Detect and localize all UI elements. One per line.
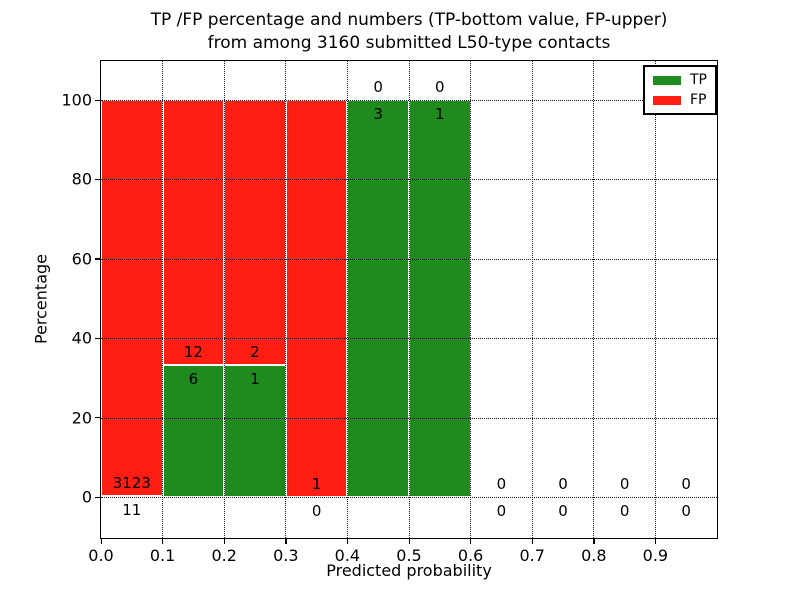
bar-segment-fp — [224, 100, 286, 365]
gridline-horizontal — [101, 497, 717, 498]
chart-title-line2: from among 3160 submitted L50-type conta… — [207, 33, 611, 53]
y-axis-tick — [95, 496, 100, 498]
legend-row: TP — [653, 73, 707, 87]
x-tick-label: 0.4 — [334, 546, 361, 565]
bar-count-label-fp: 0 — [435, 78, 445, 96]
x-axis-label: Predicted probability — [326, 561, 492, 580]
bar-count-label-fp: 0 — [558, 475, 568, 493]
bar-count-label-fp: 2 — [250, 342, 260, 361]
gridline-horizontal — [101, 417, 717, 419]
chart-title: TP /FP percentage and numbers (TP-bottom… — [100, 9, 718, 55]
bar-count-label-fp: 0 — [496, 475, 507, 493]
gridline-vertical — [593, 61, 595, 538]
bar-count-label-fp: 1 — [311, 475, 322, 493]
gridline-vertical — [531, 61, 533, 538]
gridline-horizontal — [101, 100, 717, 101]
y-axis-tick — [95, 417, 100, 419]
y-tick-label: 60 — [71, 249, 92, 269]
y-tick-label: 80 — [71, 169, 92, 189]
bar-segment-fp — [162, 100, 225, 365]
gridline-vertical — [162, 61, 164, 538]
x-axis-tick — [531, 539, 534, 544]
legend: TP FP — [643, 65, 717, 115]
x-tick-label: 0.0 — [88, 546, 114, 565]
bar-count-label-fp: 0 — [373, 78, 383, 96]
x-tick-label: 0.5 — [396, 546, 422, 565]
legend-swatch-tp — [653, 75, 681, 85]
x-tick-label: 0.6 — [457, 546, 484, 565]
bar-segment-fp — [285, 100, 348, 497]
bar-segment-tp — [347, 100, 409, 497]
gridline-horizontal — [101, 258, 717, 260]
y-axis-tick — [95, 99, 100, 101]
gridline-vertical — [223, 61, 225, 538]
bar-count-label-fp: 3123 — [112, 473, 151, 492]
bar-count-label-tp: 0 — [558, 502, 568, 520]
legend-row: FP — [653, 93, 707, 107]
bar-count-label-tp: 1 — [435, 105, 445, 123]
x-tick-label: 0.9 — [642, 546, 669, 565]
x-axis-tick — [100, 539, 102, 544]
bar-count-label-tp: 6 — [188, 369, 199, 388]
gridline-horizontal — [101, 179, 717, 181]
bar-segment-fp — [101, 100, 163, 496]
x-tick-label: 0.3 — [273, 546, 299, 565]
chart-title-line1: TP /FP percentage and numbers (TP-bottom… — [150, 10, 668, 30]
bar-count-label-tp: 0 — [619, 502, 630, 520]
legend-label: FP — [690, 92, 707, 108]
y-axis-tick — [95, 337, 100, 340]
gridline-vertical — [285, 61, 287, 538]
bar-count-label-tp: 1 — [250, 369, 260, 388]
y-axis-tick — [95, 178, 100, 181]
gridline-vertical — [346, 61, 348, 538]
bar-count-label-fp: 0 — [619, 475, 630, 493]
x-axis-tick — [654, 539, 657, 544]
x-axis-tick — [593, 539, 595, 544]
x-axis-tick — [162, 539, 164, 544]
x-axis-tick — [346, 539, 349, 544]
y-tick-label: 20 — [71, 408, 92, 428]
x-tick-label: 0.2 — [211, 546, 237, 565]
bar-segment-tp — [409, 100, 471, 497]
bar-count-label-tp: 0 — [311, 502, 322, 520]
x-tick-label: 0.1 — [149, 546, 176, 565]
legend-label: TP — [690, 72, 707, 88]
legend-swatch-fp — [653, 95, 681, 105]
bar-count-label-tp: 11 — [122, 500, 142, 519]
x-tick-label: 0.7 — [519, 546, 545, 565]
y-tick-label: 100 — [61, 90, 92, 110]
plot-area: 3123 11 12 6 2 1 1 0 0 3 0 1 0 0 0 0 0 0 0 0 — [100, 60, 718, 539]
y-tick-label: 40 — [71, 328, 92, 348]
bar-count-label-tp: 0 — [681, 502, 691, 520]
gridline-vertical — [470, 61, 472, 538]
x-axis-tick — [408, 539, 410, 544]
bar-count-label-tp: 3 — [373, 105, 383, 123]
bar-count-label-fp: 0 — [681, 475, 691, 493]
bar-count-label-tp: 0 — [496, 502, 507, 520]
y-tick-label: 0 — [81, 487, 92, 507]
gridline-horizontal — [101, 338, 717, 340]
x-axis-tick — [223, 539, 226, 544]
x-axis-tick — [470, 539, 472, 544]
gridline-vertical — [408, 61, 410, 538]
x-axis-tick — [285, 539, 287, 544]
y-axis-tick — [95, 258, 100, 260]
x-tick-label: 0.8 — [581, 546, 607, 565]
bar-count-label-fp: 12 — [183, 342, 203, 361]
gridline-vertical — [654, 61, 656, 538]
